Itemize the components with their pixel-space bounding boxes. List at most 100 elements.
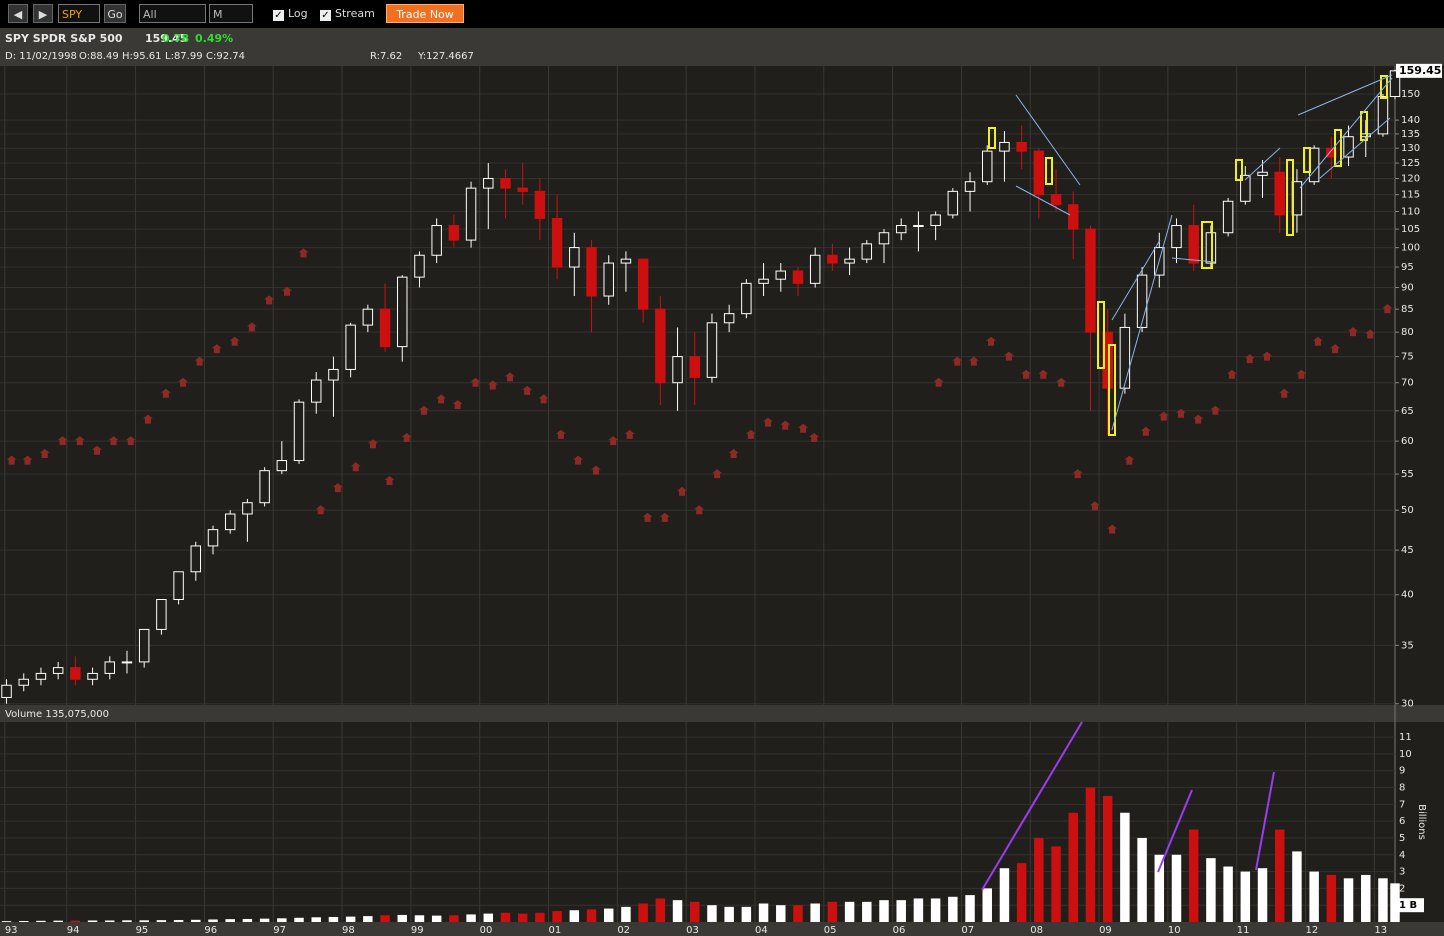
indicator-marker bbox=[1003, 351, 1014, 361]
candle-body bbox=[792, 270, 804, 284]
indicator-marker bbox=[22, 455, 33, 465]
volume-bar bbox=[105, 920, 115, 922]
symbol-input[interactable]: SPY bbox=[58, 4, 100, 23]
header-bg bbox=[0, 28, 1444, 66]
range-select[interactable]: All bbox=[139, 4, 206, 23]
indicator-marker bbox=[1348, 327, 1359, 337]
volume-bar bbox=[621, 906, 631, 922]
volume-bar bbox=[1188, 829, 1199, 922]
highlight-box bbox=[1045, 157, 1053, 185]
candle-body bbox=[827, 254, 838, 264]
candle-body bbox=[603, 262, 614, 297]
indicator-marker bbox=[968, 356, 979, 366]
trade-now-button[interactable]: Trade Now bbox=[386, 4, 464, 23]
candle-body bbox=[895, 225, 907, 234]
candle-body bbox=[1240, 174, 1251, 202]
candle-body bbox=[1050, 194, 1062, 206]
candle-body bbox=[534, 190, 546, 219]
y-tick-label: 5 bbox=[1399, 833, 1405, 844]
indicator-marker bbox=[590, 465, 601, 475]
x-tick-label: 10 bbox=[1168, 925, 1181, 936]
go-button[interactable]: Go bbox=[104, 4, 126, 23]
volume-bar bbox=[397, 914, 407, 922]
candle-body bbox=[35, 672, 47, 680]
volume-bar bbox=[603, 908, 614, 922]
candle-body bbox=[483, 178, 494, 189]
volume-bar bbox=[242, 918, 253, 922]
candle-body bbox=[964, 181, 976, 192]
indicator-marker bbox=[624, 429, 635, 439]
indicator-marker bbox=[298, 248, 309, 258]
candle-body bbox=[138, 628, 150, 663]
y-tick-label: 9 bbox=[1399, 766, 1405, 777]
candle-body bbox=[431, 225, 442, 256]
y-tick-label: 50 bbox=[1401, 505, 1414, 516]
candle-body bbox=[379, 308, 391, 348]
candle-body bbox=[861, 243, 873, 260]
volume-bar bbox=[1292, 851, 1302, 922]
volume-bar bbox=[36, 920, 46, 922]
indicator-marker bbox=[229, 336, 240, 346]
candle-body bbox=[758, 278, 769, 284]
y-tick-label: 60 bbox=[1401, 436, 1414, 447]
indicator-marker bbox=[659, 512, 670, 522]
volume-bar bbox=[1326, 874, 1337, 922]
symbol-name: SPY SPDR S&P 500 bbox=[5, 32, 123, 45]
volume-bar bbox=[70, 920, 81, 922]
indicator-marker bbox=[470, 377, 481, 387]
y-tick-label: 80 bbox=[1401, 327, 1414, 338]
r-value: R:7.62 bbox=[370, 51, 402, 62]
open: O:88.49 bbox=[79, 51, 119, 62]
candle-body bbox=[156, 599, 167, 630]
volume-bar bbox=[500, 912, 511, 922]
indicator-marker bbox=[436, 394, 447, 404]
indicator-marker bbox=[1072, 469, 1083, 479]
indicator-marker bbox=[39, 448, 50, 458]
candle-body bbox=[362, 308, 374, 326]
x-tick-label: 99 bbox=[411, 925, 424, 936]
trend-line bbox=[1299, 77, 1393, 189]
back-button[interactable]: ◀ bbox=[8, 4, 28, 23]
candle-body bbox=[1205, 232, 1217, 264]
highlight-box bbox=[1286, 159, 1294, 236]
volume-bar bbox=[707, 905, 717, 922]
indicator-marker bbox=[728, 448, 739, 458]
volume-bar bbox=[1309, 871, 1319, 922]
volume-bar bbox=[1240, 871, 1251, 922]
plot-bg bbox=[0, 66, 1444, 936]
indicator-marker bbox=[522, 385, 533, 395]
volume-bar bbox=[827, 901, 838, 922]
volume-bar bbox=[672, 900, 683, 922]
volume-bar bbox=[724, 906, 734, 922]
forward-button[interactable]: ▶ bbox=[33, 4, 53, 23]
highlight-box bbox=[1108, 344, 1116, 436]
x-tick-label: 08 bbox=[1030, 925, 1043, 936]
indicator-marker bbox=[1261, 351, 1272, 361]
volume-bar bbox=[535, 912, 545, 922]
trend-line bbox=[1111, 214, 1173, 431]
volume-bar bbox=[1120, 812, 1130, 922]
stream-checkbox[interactable]: ✓ Stream bbox=[320, 7, 375, 21]
volume-bar bbox=[655, 898, 666, 922]
x-tick-label: 12 bbox=[1306, 925, 1319, 936]
highlight-boxes bbox=[988, 75, 1388, 436]
highlight-box bbox=[1235, 159, 1243, 181]
candle-body bbox=[1222, 200, 1234, 234]
indicator-marker bbox=[92, 445, 103, 455]
indicator-marker bbox=[418, 405, 429, 415]
y-tick-label: 3 bbox=[1399, 867, 1405, 878]
indicator-marker bbox=[332, 483, 343, 493]
log-checkbox[interactable]: ✓ Log bbox=[273, 7, 308, 21]
volume-bar bbox=[191, 919, 201, 922]
period-select[interactable]: M bbox=[209, 4, 253, 23]
candle-body bbox=[414, 254, 425, 278]
volume-header-bg bbox=[0, 705, 1444, 722]
candle-body bbox=[87, 672, 98, 680]
candle-body bbox=[242, 502, 253, 515]
indicator-marker bbox=[1226, 369, 1237, 379]
candle-body bbox=[655, 308, 666, 384]
y-tick-label: 2 bbox=[1399, 883, 1405, 894]
candle-body bbox=[1188, 225, 1199, 264]
volume-bar bbox=[586, 909, 597, 922]
